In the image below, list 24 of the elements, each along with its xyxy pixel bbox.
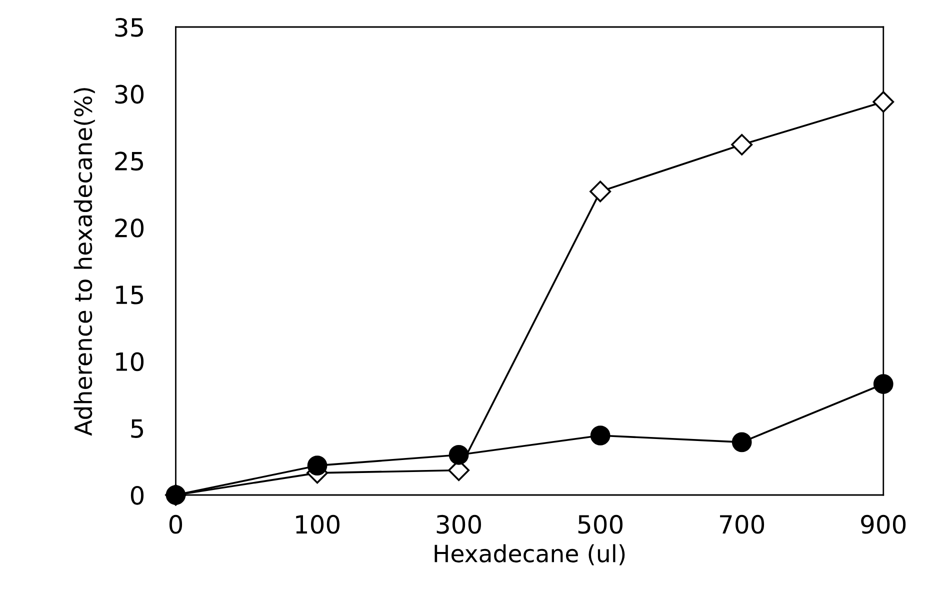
y-tick-label: 30: [115, 84, 144, 104]
point: [731, 134, 753, 156]
point: [873, 374, 894, 394]
y-tick-label: 20: [115, 218, 144, 238]
x-tick-label: 900: [861, 514, 906, 534]
x-tick-label: 300: [436, 514, 481, 534]
point: [732, 432, 752, 452]
point: [590, 180, 612, 202]
x-tick-label: 700: [720, 514, 764, 534]
y-tick-label: 5: [131, 419, 144, 438]
x-tick-label: 100: [296, 514, 340, 534]
x-tick-label: 500: [578, 514, 623, 534]
x-tick-label: 0: [169, 514, 182, 534]
y-tick-label: 25: [115, 152, 144, 171]
y-axis-title: Adherence to hexadecane(%): [74, 88, 95, 436]
y-tick-label: 0: [130, 486, 144, 505]
point: [872, 91, 894, 113]
y-tick-label: 10: [116, 352, 144, 372]
point: [590, 426, 610, 446]
point: [448, 444, 469, 465]
y-tick-label: 15: [116, 286, 144, 304]
x-axis-title: Hexadecane (ul): [434, 544, 625, 566]
point: [307, 456, 328, 476]
y-tick-label: 35: [115, 18, 144, 37]
